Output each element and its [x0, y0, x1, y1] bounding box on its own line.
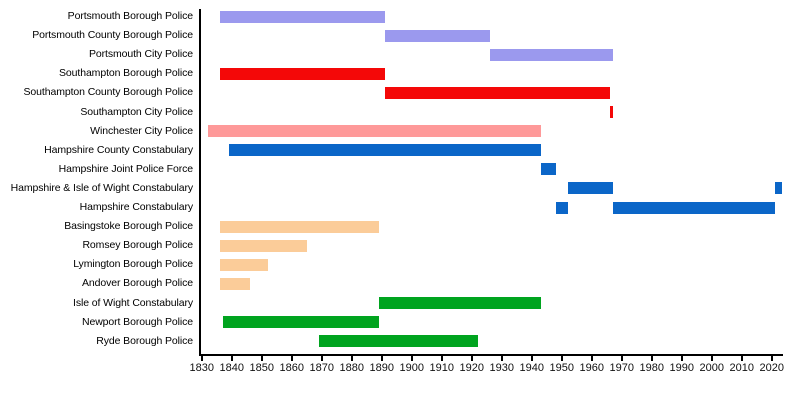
x-tick-label: 1920: [459, 362, 485, 374]
row-label: Hampshire & Isle of Wight Constabulary: [10, 181, 193, 194]
x-tick: [710, 355, 713, 361]
timeline-bar: [378, 297, 541, 309]
timeline-bar: [567, 182, 613, 195]
x-tick: [500, 355, 503, 361]
x-tick-label: 1960: [579, 362, 605, 374]
x-tick-label: 1940: [519, 362, 545, 374]
x-tick-label: 2000: [699, 362, 725, 374]
x-tick: [440, 355, 443, 361]
x-tick-label: 1980: [639, 362, 665, 374]
x-tick: [470, 355, 473, 361]
row-label: Basingstoke Borough Police: [64, 220, 193, 233]
x-tick-label: 1900: [399, 362, 425, 374]
x-tick: [560, 355, 563, 361]
row-label: Ryde Borough Police: [96, 334, 193, 347]
x-tick: [290, 355, 293, 361]
row-label: Southampton City Police: [80, 105, 193, 118]
timeline-bar: [219, 239, 307, 252]
timeline-bar: [219, 220, 379, 233]
x-tick: [380, 355, 383, 361]
x-tick-label: 1880: [339, 362, 365, 374]
x-tick-label: 1990: [669, 362, 695, 374]
timeline-bar: [318, 335, 478, 348]
row-label: Lymington Borough Police: [73, 258, 193, 271]
row-label: Isle of Wight Constabulary: [73, 296, 193, 309]
row-label: Hampshire Joint Police Force: [58, 162, 193, 175]
x-tick-label: 1860: [279, 362, 305, 374]
x-axis-line: [199, 353, 784, 356]
row-label: Andover Borough Police: [81, 277, 193, 290]
y-axis-line: [199, 9, 201, 356]
timeline-bar: [222, 316, 379, 329]
x-tick: [680, 355, 683, 361]
timeline-bar: [555, 201, 568, 214]
x-tick-label: 2010: [729, 362, 755, 374]
timeline-bar: [612, 201, 775, 214]
timeline-bar: [489, 48, 613, 61]
x-tick-label: 1950: [549, 362, 575, 374]
row-label: Portsmouth Borough Police: [67, 10, 193, 22]
row-label: Southampton County Borough Police: [23, 86, 194, 99]
row-label: Southampton Borough Police: [59, 67, 193, 80]
x-tick-label: 1830: [189, 362, 215, 374]
x-tick: [530, 355, 533, 361]
x-tick: [350, 355, 353, 361]
timeline-bar: [219, 258, 268, 271]
timeline-bar: [228, 144, 541, 157]
timeline-bar: [207, 125, 541, 138]
x-tick: [650, 355, 653, 361]
timeline-bar: [774, 182, 783, 195]
x-tick: [200, 355, 203, 361]
x-tick-label: 1930: [489, 362, 515, 374]
x-tick-label: 1850: [249, 362, 275, 374]
row-label: Hampshire County Constabulary: [44, 143, 193, 156]
x-tick: [320, 355, 323, 361]
x-tick-label: 2020: [759, 362, 785, 374]
row-label: Winchester City Police: [90, 124, 193, 137]
x-tick: [590, 355, 593, 361]
timeline-bar: [384, 86, 610, 99]
x-tick-label: 1970: [609, 362, 635, 374]
row-label: Portsmouth City Police: [88, 48, 193, 61]
row-label: Romsey Borough Police: [82, 239, 193, 252]
row-label: Hampshire Constabulary: [79, 201, 193, 213]
x-tick-label: 1910: [429, 362, 455, 374]
timeline-bar: [384, 29, 490, 42]
timeline-bar: [219, 67, 385, 80]
x-tick: [230, 355, 233, 361]
timeline-bar: [540, 163, 556, 176]
x-tick-label: 1890: [369, 362, 395, 374]
x-tick-label: 1870: [309, 362, 335, 374]
timeline-bar: [609, 106, 613, 118]
x-tick: [620, 355, 623, 361]
x-tick: [770, 355, 773, 361]
x-tick: [260, 355, 263, 361]
x-tick: [740, 355, 743, 361]
x-tick: [410, 355, 413, 361]
x-tick-label: 1840: [219, 362, 245, 374]
row-label: Newport Borough Police: [81, 315, 193, 328]
row-label: Portsmouth County Borough Police: [32, 29, 193, 42]
timeline-bar: [219, 277, 250, 290]
timeline-bar: [219, 10, 385, 23]
